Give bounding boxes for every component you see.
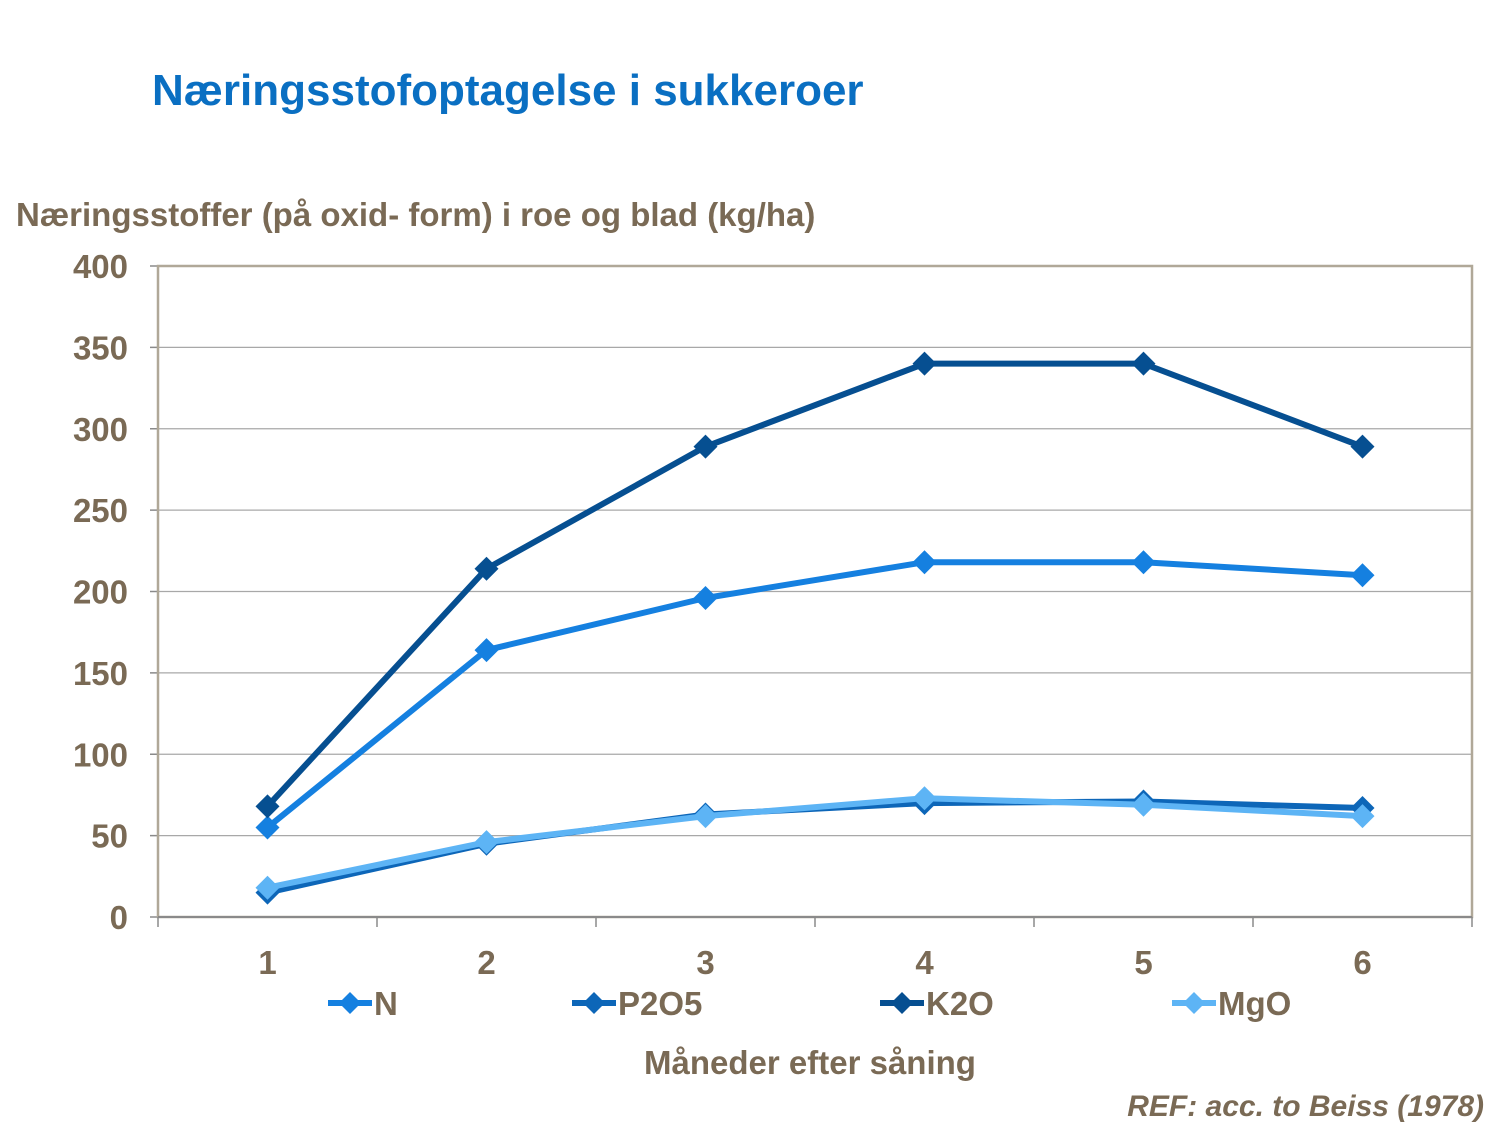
data-point xyxy=(693,586,718,611)
series-k2o xyxy=(255,351,1375,819)
y-tick-label: 400 xyxy=(73,248,128,285)
data-point xyxy=(693,804,718,829)
legend-marker xyxy=(891,992,913,1014)
data-point xyxy=(474,638,499,663)
data-point xyxy=(255,875,280,900)
data-point xyxy=(474,556,499,581)
y-tick-label: 150 xyxy=(73,655,128,692)
series-line xyxy=(265,559,1363,830)
y-tick-label: 100 xyxy=(73,736,128,773)
reference-note: REF: acc. to Beiss (1978) xyxy=(1127,1090,1484,1123)
axes: 0 50 100 150 200 250 300 350 400 1 2 3 4 5 6 xyxy=(73,248,1474,981)
data-point xyxy=(1350,563,1375,588)
series-line xyxy=(266,795,1363,891)
x-tick-label: 4 xyxy=(915,944,934,981)
data-point xyxy=(1350,434,1375,459)
y-tick-label: 200 xyxy=(73,574,128,611)
data-point xyxy=(1131,792,1156,817)
y-tick-label: 0 xyxy=(110,899,128,936)
y-tick-label: 300 xyxy=(73,411,128,448)
legend-marker xyxy=(339,992,361,1014)
legend-label: K2O xyxy=(926,985,994,1022)
data-point xyxy=(255,794,280,819)
x-axis-label: Måneder efter såning xyxy=(644,1044,976,1081)
grid-lines xyxy=(158,265,1472,837)
data-point xyxy=(474,830,499,855)
legend-label: N xyxy=(374,985,398,1022)
data-point xyxy=(912,786,937,811)
x-tick-label: 5 xyxy=(1134,944,1152,981)
series-n xyxy=(255,550,1375,840)
legend: N P2O5 K2O MgO xyxy=(328,985,1291,1022)
data-point xyxy=(255,815,280,840)
x-tick-label: 3 xyxy=(696,944,714,981)
data-point xyxy=(1131,351,1156,376)
legend-item-mgo: MgO xyxy=(1172,985,1291,1022)
legend-marker xyxy=(583,992,605,1014)
x-tick-label: 2 xyxy=(477,944,495,981)
series-group xyxy=(255,351,1375,905)
legend-item-k2o: K2O xyxy=(880,985,994,1022)
y-tick-label: 350 xyxy=(73,329,128,366)
data-point xyxy=(912,550,937,575)
y-tick-label: 50 xyxy=(91,818,128,855)
legend-label: MgO xyxy=(1218,985,1291,1022)
data-point xyxy=(1131,550,1156,575)
legend-label: P2O5 xyxy=(618,985,702,1022)
data-point xyxy=(1350,804,1375,829)
data-point xyxy=(693,434,718,459)
x-tick-label: 1 xyxy=(258,944,276,981)
data-point xyxy=(912,351,937,376)
x-tick-label: 6 xyxy=(1353,944,1371,981)
series-line xyxy=(266,798,1363,896)
legend-item-p2o5: P2O5 xyxy=(572,985,702,1022)
series-line xyxy=(265,360,1364,809)
legend-marker xyxy=(1183,992,1205,1014)
chart-title: Næringsstofoptagelse i sukkeroer xyxy=(152,66,864,115)
y-tick-label: 250 xyxy=(73,492,128,529)
y-axis-label: Næringsstoffer (på oxid- form) i roe og … xyxy=(16,196,816,233)
series-mgo xyxy=(255,786,1375,900)
legend-item-n: N xyxy=(328,985,398,1022)
